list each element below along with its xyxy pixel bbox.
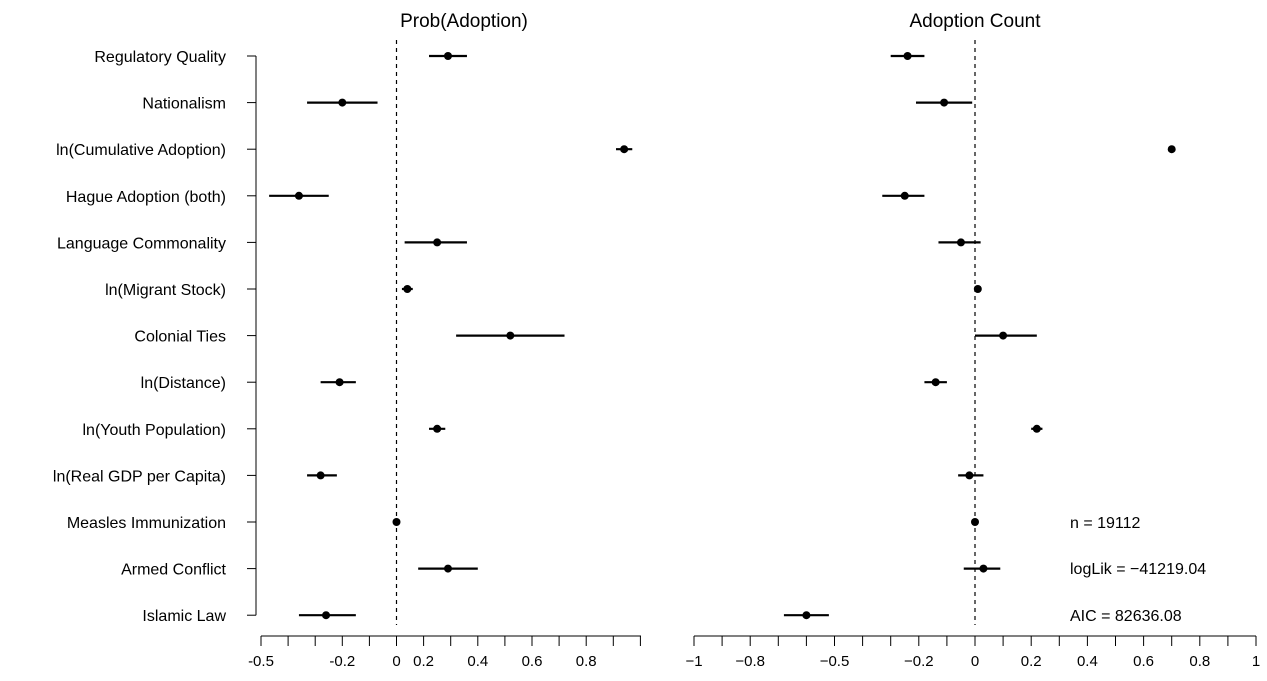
- point-measles-immunization: [971, 518, 979, 526]
- point-ln-real-gdp-per-capita: [316, 471, 325, 480]
- point-ln-distance: [931, 378, 940, 387]
- point-measles-immunization: [392, 518, 401, 526]
- point-regulatory-quality: [443, 52, 452, 60]
- row-label-language-commonality: Language Commonality: [57, 235, 226, 252]
- row-label-nationalism: Nationalism: [142, 96, 226, 113]
- x-tick-label: 0: [392, 653, 400, 670]
- row-label-ln-youth-population: ln(Youth Population): [82, 422, 226, 439]
- point-hague-adoption-both: [900, 191, 909, 200]
- row-label-regulatory-quality: Regulatory Quality: [94, 49, 226, 66]
- point-hague-adoption-both: [294, 191, 303, 200]
- point-colonial-ties: [506, 331, 515, 340]
- stat-loglik: logLik = −41219.04: [1070, 561, 1206, 578]
- point-ln-youth-population: [433, 424, 442, 433]
- row-label-measles-immunization: Measles Immunization: [67, 515, 226, 532]
- point-nationalism: [338, 98, 347, 107]
- x-tick-label: 0.2: [413, 653, 434, 670]
- x-tick-label: 0.8: [1189, 653, 1210, 670]
- point-nationalism: [940, 98, 949, 107]
- x-tick-label: -0.2: [329, 653, 355, 670]
- row-labels: Regulatory Quality Nationalism ln(Cumulati…: [53, 49, 257, 625]
- row-label-ln-migrant-stock: ln(Migrant Stock): [105, 282, 226, 299]
- stat-aic: AIC = 82636.08: [1070, 608, 1182, 625]
- x-tick-label: −0.2: [904, 653, 934, 670]
- row-label-islamic-law: Islamic Law: [142, 608, 226, 625]
- point-ln-real-gdp-per-capita: [965, 471, 974, 480]
- panel-title: Adoption Count: [910, 11, 1042, 32]
- x-tick-label: -0.5: [248, 653, 274, 670]
- point-ln-migrant-stock: [973, 285, 982, 293]
- x-tick-label: −1: [685, 653, 702, 670]
- model-stats: n = 19112 logLik = −41219.04 AIC = 82636…: [1070, 515, 1206, 625]
- x-tick-label: −0.8: [735, 653, 765, 670]
- panel-adoption-count: Adoption Count −1 −0.8 −0.5 −0.2 0 0.2 0.4 0.6 0.…: [685, 11, 1260, 670]
- point-armed-conflict: [443, 564, 452, 573]
- row-label-hague-adoption-both: Hague Adoption (both): [66, 189, 226, 206]
- stat-n: n = 19112: [1070, 515, 1141, 532]
- x-tick-label: 0.6: [1133, 653, 1154, 670]
- x-tick-label: 0: [971, 653, 979, 670]
- point-ln-cumulative-adoption: [620, 145, 629, 154]
- point-armed-conflict: [979, 564, 988, 573]
- x-tick-label: 0.6: [522, 653, 543, 670]
- row-label-colonial-ties: Colonial Ties: [134, 329, 226, 346]
- row-label-armed-conflict: Armed Conflict: [121, 562, 226, 579]
- point-ln-youth-population: [1032, 424, 1041, 433]
- panel-title: Prob(Adoption): [400, 11, 528, 32]
- row-label-ln-real-gdp-per-capita: ln(Real GDP per Capita): [53, 468, 226, 485]
- point-colonial-ties: [999, 331, 1008, 340]
- point-language-commonality: [433, 238, 442, 247]
- x-tick-label: 0.4: [467, 653, 488, 670]
- point-regulatory-quality: [903, 52, 912, 60]
- point-islamic-law: [322, 611, 331, 620]
- x-tick-label: 0.2: [1021, 653, 1042, 670]
- point-language-commonality: [956, 238, 965, 247]
- point-ln-migrant-stock: [403, 285, 412, 293]
- point-ln-cumulative-adoption: [1167, 145, 1176, 154]
- panel-prob-adoption: Prob(Adoption) -0.5 -0.2 0 0.2 0.4 0.6 0.8: [248, 11, 641, 670]
- point-islamic-law: [802, 611, 811, 620]
- row-label-ln-cumulative-adoption: ln(Cumulative Adoption): [56, 142, 226, 159]
- point-ln-distance: [335, 378, 344, 387]
- row-label-ln-distance: ln(Distance): [141, 375, 226, 392]
- x-tick-label: 0.4: [1077, 653, 1098, 670]
- x-tick-label: 0.8: [576, 653, 597, 670]
- x-tick-label: 1: [1252, 653, 1260, 670]
- x-tick-label: −0.5: [820, 653, 850, 670]
